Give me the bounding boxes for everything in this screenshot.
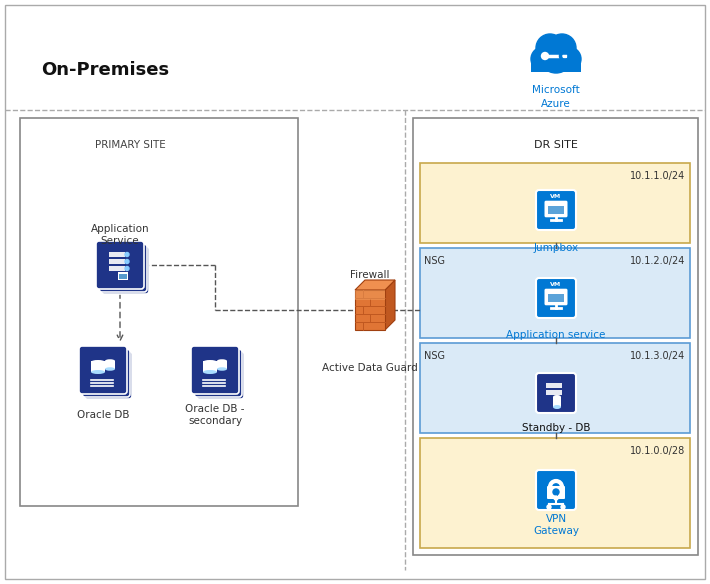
Bar: [217, 361, 227, 369]
Bar: [553, 397, 561, 407]
Text: DR SITE: DR SITE: [534, 140, 578, 150]
Ellipse shape: [553, 395, 561, 399]
Text: VM: VM: [550, 193, 562, 199]
FancyBboxPatch shape: [101, 246, 149, 294]
Ellipse shape: [91, 370, 105, 374]
FancyBboxPatch shape: [547, 486, 565, 499]
Text: PRIMARY SITE: PRIMARY SITE: [94, 140, 165, 150]
Circle shape: [539, 39, 573, 73]
Circle shape: [547, 505, 551, 509]
Text: 10.1.1.0/24: 10.1.1.0/24: [630, 171, 685, 181]
Text: Jumpbox: Jumpbox: [533, 243, 579, 253]
Text: Oracle DB: Oracle DB: [77, 410, 129, 420]
Circle shape: [536, 34, 564, 62]
Circle shape: [542, 53, 549, 60]
Bar: [420, 248, 690, 338]
Bar: [531, 56, 581, 72]
Text: 10.1.2.0/24: 10.1.2.0/24: [630, 256, 685, 266]
Circle shape: [548, 34, 576, 62]
FancyBboxPatch shape: [536, 373, 576, 413]
Text: 10.1.3.0/24: 10.1.3.0/24: [630, 351, 685, 361]
FancyBboxPatch shape: [194, 349, 242, 397]
Bar: [555, 491, 557, 496]
Circle shape: [125, 266, 129, 270]
Bar: [109, 259, 125, 264]
Ellipse shape: [91, 360, 105, 364]
Text: Firewall: Firewall: [350, 270, 390, 280]
Ellipse shape: [203, 360, 217, 364]
Polygon shape: [355, 280, 395, 290]
Circle shape: [557, 47, 581, 71]
FancyBboxPatch shape: [545, 201, 567, 217]
Ellipse shape: [217, 359, 227, 363]
Ellipse shape: [553, 405, 561, 409]
Text: Application service: Application service: [506, 330, 606, 340]
Text: VM: VM: [550, 281, 562, 287]
Bar: [548, 206, 564, 214]
Text: NSG: NSG: [424, 351, 445, 361]
Bar: [420, 163, 690, 243]
Bar: [105, 361, 115, 369]
Bar: [546, 390, 562, 395]
Circle shape: [561, 505, 565, 509]
Bar: [355, 290, 385, 300]
Bar: [118, 272, 128, 280]
FancyBboxPatch shape: [96, 241, 144, 289]
Bar: [119, 274, 127, 279]
Bar: [355, 290, 385, 330]
Circle shape: [125, 252, 129, 256]
FancyBboxPatch shape: [191, 346, 239, 394]
Text: Application
Service: Application Service: [91, 224, 149, 246]
Text: Standby - DB: Standby - DB: [522, 423, 590, 433]
Polygon shape: [385, 280, 395, 330]
Bar: [546, 383, 562, 388]
Bar: [203, 361, 217, 372]
Bar: [420, 343, 690, 433]
Ellipse shape: [105, 367, 115, 371]
Text: 10.1.0.0/28: 10.1.0.0/28: [630, 446, 685, 456]
FancyBboxPatch shape: [99, 244, 147, 292]
Text: Active Data Guard: Active Data Guard: [322, 363, 418, 373]
Circle shape: [554, 496, 558, 500]
FancyBboxPatch shape: [84, 351, 132, 399]
FancyBboxPatch shape: [536, 470, 576, 510]
Circle shape: [531, 47, 555, 71]
Bar: [413, 118, 698, 555]
FancyBboxPatch shape: [82, 349, 130, 397]
Text: VPN
Gateway: VPN Gateway: [533, 514, 579, 536]
FancyBboxPatch shape: [536, 278, 576, 318]
FancyBboxPatch shape: [545, 288, 567, 305]
Bar: [109, 252, 125, 257]
Ellipse shape: [105, 359, 115, 363]
FancyBboxPatch shape: [79, 346, 127, 394]
Text: NSG: NSG: [424, 256, 445, 266]
Bar: [420, 438, 690, 548]
FancyBboxPatch shape: [536, 190, 576, 230]
Bar: [548, 294, 564, 302]
Ellipse shape: [203, 370, 217, 374]
Text: Oracle DB -
secondary: Oracle DB - secondary: [185, 404, 245, 426]
FancyBboxPatch shape: [196, 351, 244, 399]
Text: On-Premises: On-Premises: [41, 61, 169, 79]
Ellipse shape: [217, 367, 227, 371]
Bar: [91, 361, 105, 372]
Circle shape: [553, 489, 559, 495]
Text: Microsoft
Azure: Microsoft Azure: [532, 85, 580, 109]
Circle shape: [125, 259, 129, 263]
Bar: [20, 118, 298, 506]
Bar: [109, 266, 125, 271]
